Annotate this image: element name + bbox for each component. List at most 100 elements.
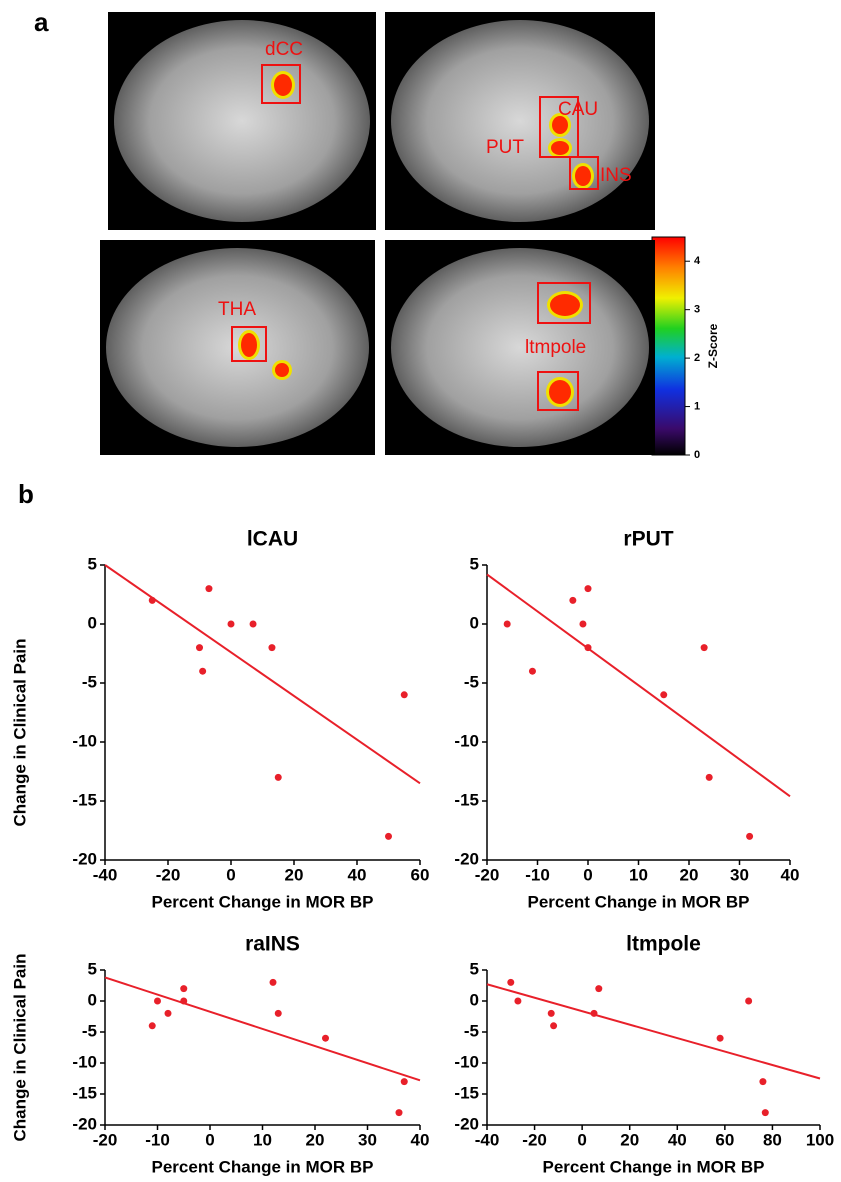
x-tick-label: 80	[763, 1130, 782, 1149]
x-tick-label: 0	[205, 1130, 214, 1149]
point	[205, 585, 213, 593]
activation	[549, 380, 571, 404]
colorbar-tick-label: 2	[694, 352, 700, 364]
colorbar-tick-label: 4	[694, 255, 701, 267]
y-tick-label: -15	[454, 1083, 479, 1102]
x-tick-label: 60	[411, 865, 430, 884]
x-tick-label: 10	[629, 865, 648, 884]
y-tick-label: -20	[72, 849, 97, 868]
x-tick-label: -10	[525, 865, 550, 884]
y-tick-label: 0	[470, 613, 479, 632]
y-axis-label: Change in Clinical Pain	[10, 639, 29, 827]
y-tick-label: -10	[454, 731, 479, 750]
point	[148, 596, 156, 604]
x-tick-label: 60	[715, 1130, 734, 1149]
panel-label: a	[34, 7, 49, 37]
x-tick-label: 40	[668, 1130, 687, 1149]
point	[547, 1009, 555, 1017]
x-tick-label: 40	[348, 865, 367, 884]
x-tick-label: -20	[475, 865, 500, 884]
roi-label: dCC	[265, 39, 303, 60]
point	[579, 620, 587, 628]
activation	[551, 141, 569, 155]
point	[761, 1109, 769, 1117]
x-tick-label: -40	[475, 1130, 500, 1149]
point	[759, 1078, 767, 1086]
point	[550, 1022, 558, 1030]
brain-image	[106, 248, 369, 447]
chart-title: rPUT	[623, 528, 673, 551]
x-tick-label: 30	[358, 1130, 377, 1149]
x-tick-label: 20	[306, 1130, 325, 1149]
point	[269, 978, 277, 986]
roi-box	[539, 96, 579, 158]
x-tick-label: 0	[226, 865, 235, 884]
point	[274, 1009, 282, 1017]
point	[180, 997, 188, 1005]
x-axis-label: Percent Change in MOR BP	[543, 1157, 765, 1176]
y-tick-label: -10	[72, 1052, 97, 1071]
y-tick-label: -10	[454, 1052, 479, 1071]
y-tick-label: -5	[82, 1021, 97, 1040]
x-tick-label: 100	[806, 1130, 834, 1149]
activation	[575, 166, 591, 186]
y-tick-label: 5	[470, 554, 479, 573]
activation	[275, 363, 289, 377]
point	[180, 985, 188, 993]
point	[503, 620, 511, 628]
point	[385, 832, 392, 840]
x-axis-label: Percent Change in MOR BP	[528, 892, 750, 911]
panel-label: b	[18, 479, 34, 509]
point	[395, 1109, 403, 1117]
y-tick-label: -5	[464, 672, 479, 691]
x-tick-label: -20	[522, 1130, 547, 1149]
roi-label: THA	[218, 299, 256, 320]
x-axis-label: Percent Change in MOR BP	[152, 892, 374, 911]
x-tick-label: -10	[145, 1130, 170, 1149]
point	[274, 773, 282, 781]
point	[569, 596, 577, 604]
activation	[274, 74, 292, 96]
roi-label: PUT	[486, 137, 524, 158]
x-axis-label: Percent Change in MOR BP	[152, 1157, 374, 1176]
x-tick-label: 0	[577, 1130, 586, 1149]
y-axis-label: Change in Clinical Pain	[10, 954, 29, 1142]
x-tick-label: 30	[730, 865, 749, 884]
x-tick-label: 10	[253, 1130, 272, 1149]
point	[196, 644, 203, 652]
chart-title: ltmpole	[626, 933, 701, 956]
brain-image	[391, 248, 649, 447]
y-tick-label: -15	[72, 1083, 97, 1102]
point	[660, 691, 668, 699]
point	[700, 644, 708, 652]
point	[199, 667, 207, 675]
point	[400, 691, 408, 699]
point	[507, 978, 515, 986]
point	[590, 1009, 598, 1017]
roi-label: INS	[600, 165, 632, 186]
roi-box	[537, 282, 591, 324]
roi-box	[537, 371, 579, 411]
trend-line	[486, 573, 791, 798]
point	[249, 620, 257, 628]
point	[595, 985, 603, 993]
y-tick-label: 0	[88, 613, 97, 632]
chart-title: lCAU	[247, 528, 298, 551]
x-tick-label: 20	[620, 1130, 639, 1149]
y-tick-label: -20	[454, 1114, 479, 1133]
trend-line	[486, 983, 821, 1080]
point	[148, 1022, 156, 1030]
point	[584, 644, 592, 652]
brain-image	[391, 20, 649, 222]
x-tick-label: 0	[583, 865, 592, 884]
y-tick-label: -5	[464, 1021, 479, 1040]
chart-title: raINS	[245, 933, 300, 956]
point	[514, 997, 522, 1005]
x-tick-label: 40	[781, 865, 800, 884]
point	[746, 832, 754, 840]
x-tick-label: -20	[93, 1130, 118, 1149]
brain-image	[114, 20, 370, 222]
y-tick-label: 0	[470, 990, 479, 1009]
x-tick-label: -20	[156, 865, 181, 884]
